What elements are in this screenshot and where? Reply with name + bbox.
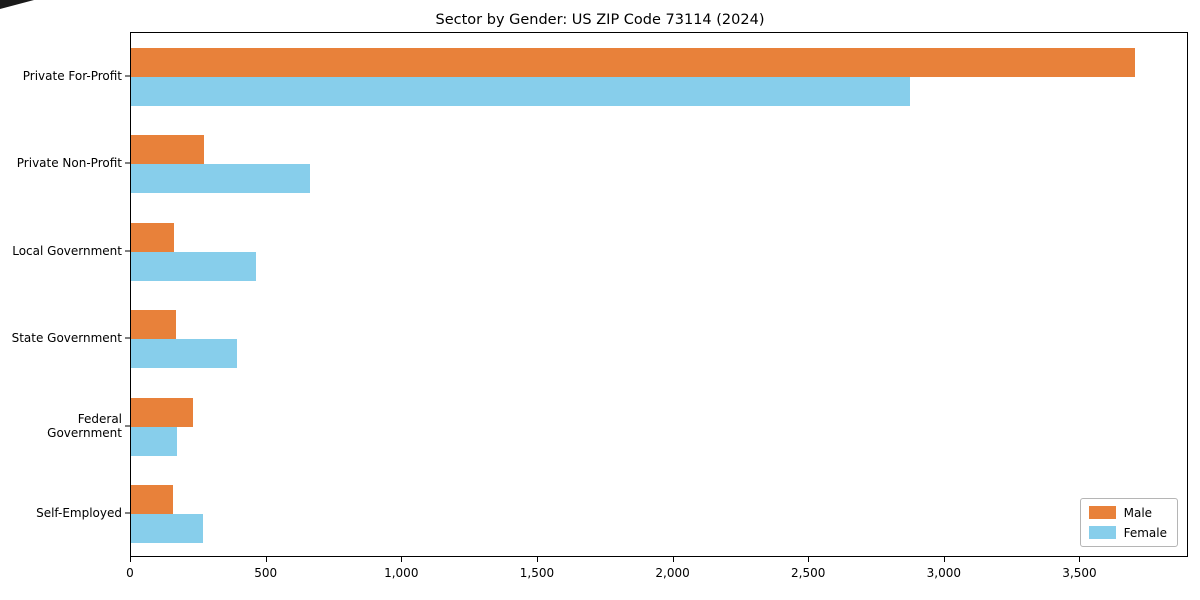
y-tick-mark bbox=[125, 337, 130, 339]
x-tick-label-500: 500 bbox=[254, 566, 278, 580]
x-tick-mark bbox=[943, 557, 945, 562]
y-tick-mark bbox=[125, 162, 130, 164]
bar-female-local-government bbox=[131, 251, 256, 281]
bar-female-state-government bbox=[131, 339, 237, 369]
bar-female-private-non-profit bbox=[131, 164, 311, 194]
x-tick-label-0: 0 bbox=[126, 566, 134, 580]
x-tick-mark bbox=[265, 557, 267, 562]
bar-female-private-for-profit bbox=[131, 76, 910, 106]
bar-female-federal-government bbox=[131, 426, 178, 456]
x-tick-mark bbox=[536, 557, 538, 562]
x-tick-mark bbox=[808, 557, 810, 562]
y-axis-label-local-government: Local Government bbox=[12, 243, 122, 258]
legend-label-female: Female bbox=[1123, 525, 1167, 540]
bar-male-local-government bbox=[131, 222, 175, 252]
y-tick-mark bbox=[125, 425, 130, 427]
legend-swatch-female bbox=[1088, 526, 1116, 539]
x-tick-mark bbox=[672, 557, 674, 562]
y-axis-label-private-non-profit: Private Non-Profit bbox=[16, 156, 122, 171]
bar-male-state-government bbox=[131, 310, 176, 340]
bar-male-federal-government bbox=[131, 397, 194, 427]
x-tick-label-3-500: 3,500 bbox=[1062, 566, 1097, 580]
x-tick-label-1-500: 1,500 bbox=[519, 566, 555, 580]
bar-male-private-non-profit bbox=[131, 135, 205, 165]
bar-male-private-for-profit bbox=[131, 47, 1135, 77]
x-tick-mark bbox=[401, 557, 403, 562]
legend-swatch-male bbox=[1088, 506, 1116, 519]
y-tick-mark bbox=[125, 75, 130, 77]
x-tick-label-1-000: 1,000 bbox=[384, 566, 419, 580]
x-tick-mark bbox=[130, 557, 131, 562]
bar-male-self-employed bbox=[131, 485, 174, 515]
y-tick-mark bbox=[125, 250, 130, 252]
x-tick-mark bbox=[1079, 557, 1081, 562]
chart-title: Sector by Gender: US ZIP Code 73114 (202… bbox=[435, 12, 765, 28]
legend: Male Female bbox=[1079, 498, 1178, 547]
legend-row-female: Female bbox=[1088, 525, 1167, 540]
window-corner-artifact bbox=[0, 0, 34, 9]
y-axis-label-state-government: State Government bbox=[11, 331, 122, 346]
y-axis-label-federal-government: Federal Government bbox=[47, 411, 122, 440]
bar-female-self-employed bbox=[131, 514, 203, 544]
y-axis-label-private-for-profit: Private For-Profit bbox=[22, 68, 122, 83]
y-axis-label-self-employed: Self-Employed bbox=[36, 506, 122, 521]
x-tick-label-2-500: 2,500 bbox=[791, 566, 826, 580]
x-tick-label-2-000: 2,000 bbox=[655, 566, 690, 580]
x-tick-label-3-000: 3,000 bbox=[926, 566, 962, 580]
y-tick-mark bbox=[125, 512, 130, 514]
legend-row-male: Male bbox=[1088, 505, 1167, 520]
legend-label-male: Male bbox=[1123, 505, 1153, 520]
plot-area: Male Female bbox=[130, 32, 1188, 557]
